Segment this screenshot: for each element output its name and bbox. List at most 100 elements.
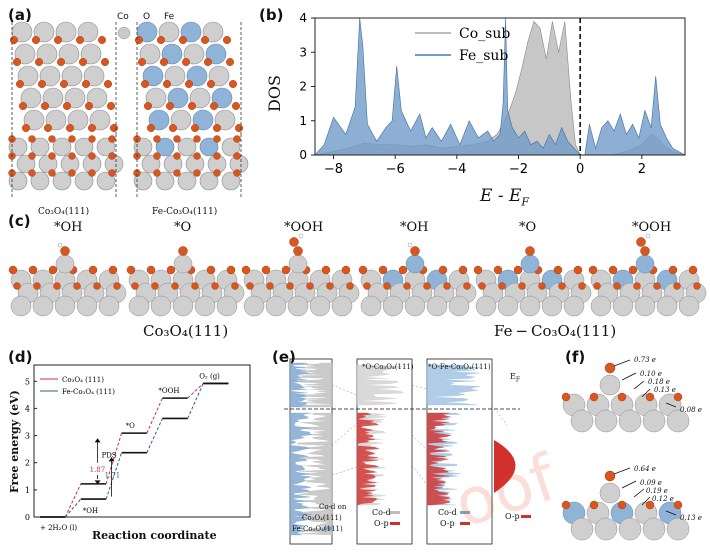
free-energy-chart: 0 1 2 3 4 5 + 2H₂O (l) *OH *O *OOH O₂ (g) PDS 1.871.…	[25, 364, 251, 532]
o-atom	[157, 35, 166, 44]
energy-connector-1	[146, 418, 163, 453]
o-atom	[87, 123, 96, 132]
charge-arrow	[621, 372, 637, 381]
co-atom	[360, 295, 382, 317]
charge-top-5: 0.08 e	[680, 406, 702, 414]
charge-bottom-5: 0.13 e	[680, 514, 702, 522]
o-atom	[38, 80, 47, 89]
active-site-atom	[288, 254, 308, 274]
o-atom	[75, 35, 84, 44]
o-atom	[140, 80, 149, 89]
panel-a-label: (a)	[8, 6, 32, 24]
state-label: *OOH	[158, 387, 179, 395]
o-atom	[341, 265, 351, 275]
pdos-mid-legend-o-p: O-p	[374, 519, 389, 528]
charge-bottom-2: 0.09 e	[640, 479, 662, 487]
charge-arrow	[641, 388, 651, 398]
co-atom	[67, 109, 89, 131]
o-atom	[48, 152, 56, 160]
o-atom	[106, 101, 115, 110]
o-atom	[100, 58, 109, 67]
o-atom	[151, 282, 159, 290]
o-atom	[108, 265, 118, 275]
o-atom	[193, 169, 201, 177]
o-atom	[306, 282, 314, 290]
co-atom	[96, 171, 116, 191]
active-site-atom	[173, 254, 193, 274]
dos-series-fe-sub	[314, 17, 686, 156]
co-atom	[666, 409, 690, 433]
co-atom	[14, 43, 36, 65]
co-atom	[45, 109, 67, 131]
o-atom	[78, 58, 87, 67]
co-atom	[55, 21, 77, 43]
o-atom	[573, 265, 583, 275]
fe-atom	[211, 87, 233, 109]
adsorbate-h	[407, 242, 413, 248]
o-atom	[213, 169, 221, 177]
o-atom	[160, 58, 169, 67]
panel-f-label: (f)	[565, 348, 586, 366]
panel-d-label: (d)	[8, 348, 33, 366]
state-label: + 2H₂O (l)	[40, 524, 77, 532]
o-atom	[28, 169, 36, 177]
pdos-right-co-d-unocc	[426, 364, 481, 406]
pdos-ef-label: EF	[510, 372, 521, 384]
o-atom	[233, 135, 241, 143]
o-atom	[188, 101, 197, 110]
o-atom	[231, 282, 239, 290]
o-atom	[613, 282, 621, 290]
co-atom	[158, 21, 180, 43]
o-atom	[234, 123, 243, 132]
o-atom	[378, 265, 388, 275]
o-atom	[68, 169, 76, 177]
o-atom	[653, 282, 661, 290]
o-atom	[191, 282, 199, 290]
co-atom	[74, 171, 94, 191]
o-atom	[241, 265, 251, 275]
o-atom	[673, 392, 683, 402]
pdos-right-legend-co-d: Co-d	[438, 508, 457, 517]
co-atom	[150, 295, 172, 317]
o-atom	[688, 265, 698, 275]
co-atom	[216, 295, 238, 317]
charge-bottom-3: 0.19 e	[646, 487, 668, 495]
co-atom	[96, 137, 116, 157]
co-atom	[202, 21, 224, 43]
o-atom	[203, 58, 212, 67]
y-tick-label: 0	[25, 513, 30, 522]
o-atom	[33, 282, 41, 290]
x-tick-label: −6	[386, 162, 405, 177]
adsorbate-o	[525, 246, 535, 256]
co3o4-slab-top-view	[8, 21, 124, 197]
o-atom	[13, 58, 21, 67]
legend-label: Co₃O₄ (111)	[62, 376, 104, 384]
co-atom	[64, 87, 86, 109]
x-tick-label: −8	[324, 162, 343, 177]
o-atom	[88, 169, 96, 177]
fe-atom	[161, 43, 183, 65]
o-atom	[182, 58, 191, 67]
o-atom	[493, 265, 503, 275]
o-atom	[93, 282, 101, 290]
o-atom	[191, 123, 200, 132]
o-atom	[66, 123, 75, 132]
o-atom	[443, 282, 451, 290]
co-atom	[642, 517, 666, 541]
legend-swatch	[460, 522, 470, 525]
y-tick-label: 4	[299, 11, 307, 25]
o-atom	[57, 58, 66, 67]
y-tick-label: 5	[25, 377, 30, 386]
o-atom	[213, 135, 221, 143]
fe-atom	[192, 109, 214, 131]
co-atom	[678, 295, 700, 317]
co-atom	[10, 295, 32, 317]
caption-fe-co3o4: Fe-Co₃O₄(111)	[152, 207, 218, 217]
co-atom	[58, 43, 80, 65]
co-atom	[8, 171, 28, 191]
o-atom	[153, 152, 161, 160]
y-tick-label: 2	[299, 80, 307, 94]
o-atom	[163, 80, 172, 89]
o-atom	[473, 265, 483, 275]
co-atom	[52, 137, 72, 157]
